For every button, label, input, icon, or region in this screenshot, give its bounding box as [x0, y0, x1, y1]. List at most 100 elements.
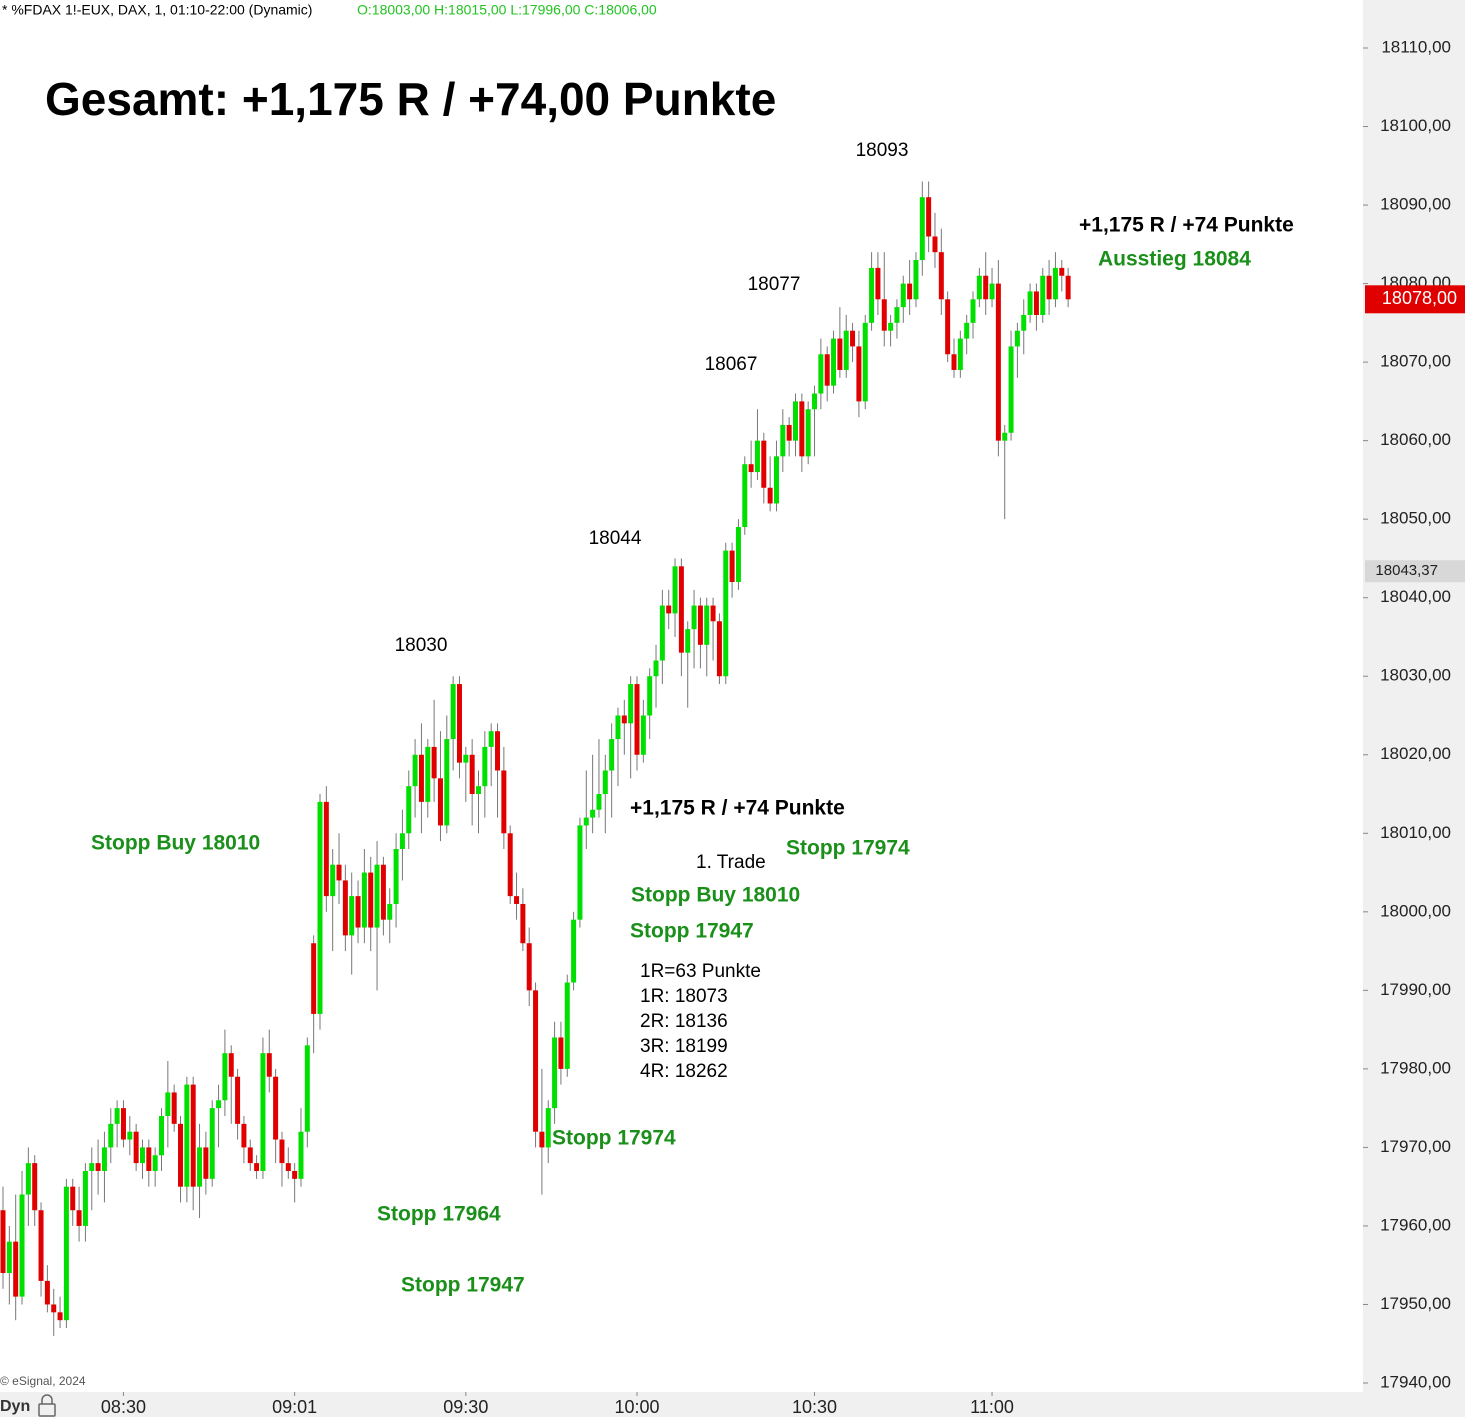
- candle-body: [222, 1053, 228, 1101]
- candle-body: [393, 849, 399, 904]
- candle-body: [938, 252, 944, 300]
- candle-body: [1065, 275, 1071, 300]
- candle-body: [685, 629, 691, 653]
- candle-body: [495, 731, 501, 771]
- annotation: 18030: [395, 635, 448, 656]
- candle-body: [178, 1123, 184, 1187]
- annotation: 18077: [748, 274, 801, 295]
- candle-body: [520, 903, 526, 944]
- candle-body: [1008, 346, 1014, 433]
- candle-body: [754, 440, 760, 473]
- candle-body: [463, 754, 469, 763]
- candle-body: [710, 605, 716, 622]
- candle-body: [450, 684, 456, 740]
- candle-body: [190, 1084, 196, 1187]
- candle-body: [564, 982, 570, 1069]
- candle-body: [514, 896, 520, 904]
- candle-body: [900, 283, 906, 308]
- candle-body: [761, 440, 767, 488]
- candle-body: [203, 1147, 209, 1179]
- candle-body: [875, 267, 881, 300]
- candle-body: [82, 1170, 88, 1226]
- price-label-box: [1365, 285, 1465, 314]
- candle-body: [89, 1163, 95, 1171]
- candle-body: [634, 684, 640, 755]
- candle-body: [577, 825, 583, 920]
- y-tick-label: 17990,00: [1380, 980, 1451, 999]
- y-tick-label: 18040,00: [1380, 587, 1451, 606]
- y-tick-label: 17970,00: [1380, 1137, 1451, 1156]
- y-tick-label: 18070,00: [1380, 352, 1451, 371]
- candle-body: [44, 1280, 50, 1305]
- candle-body: [850, 330, 856, 347]
- candle-body: [843, 330, 849, 370]
- candle-body: [501, 770, 507, 834]
- lock-icon[interactable]: [38, 1394, 56, 1417]
- candle-body: [907, 283, 913, 300]
- candle-body: [63, 1186, 69, 1321]
- candle-body: [32, 1163, 38, 1211]
- candle-body: [437, 778, 443, 826]
- candle-body: [640, 715, 646, 755]
- candle-body: [837, 338, 843, 370]
- annotation: 2R: 18136: [640, 1011, 728, 1032]
- candle-body: [285, 1163, 291, 1171]
- candle-body: [368, 872, 374, 928]
- candle-body: [590, 809, 596, 818]
- candle-body: [647, 676, 653, 716]
- candle-body: [488, 731, 494, 747]
- candle-body: [1059, 267, 1065, 276]
- y-tick-label: 18060,00: [1380, 430, 1451, 449]
- candle-body: [25, 1163, 31, 1195]
- y-tick-label: 18010,00: [1380, 823, 1451, 842]
- candle-body: [786, 424, 792, 441]
- candle-body: [856, 346, 862, 402]
- candle-body: [380, 864, 386, 920]
- candle-body: [697, 605, 703, 645]
- candle-body: [932, 236, 938, 253]
- annotation: Gesamt: +1,175 R / +74,00 Punkte: [45, 73, 776, 125]
- candle-body: [1033, 291, 1039, 315]
- y-tick-label: 18100,00: [1380, 116, 1451, 135]
- candle-body: [704, 605, 710, 645]
- candle-body: [831, 338, 837, 386]
- candle-body: [507, 833, 513, 897]
- x-tick-label: 09:01: [272, 1397, 317, 1417]
- header: * %FDAX 1!-EUX, DAX, 1, 01:10-22:00 (Dyn…: [2, 2, 312, 18]
- header-ohlc: O:18003,00 H:18015,00 L:17996,00 C:18006…: [357, 2, 657, 18]
- candle-body: [539, 1131, 545, 1148]
- candle-body: [57, 1312, 63, 1321]
- candle-body: [349, 896, 355, 936]
- candle-body: [399, 833, 405, 849]
- candle-body: [101, 1147, 107, 1171]
- candle-body: [552, 1037, 558, 1109]
- candle-body: [266, 1053, 272, 1077]
- candle-body: [1046, 275, 1052, 300]
- candle-body: [120, 1108, 126, 1140]
- candle-body: [247, 1147, 253, 1164]
- candle-body: [767, 487, 773, 504]
- annotation: 18093: [856, 140, 909, 161]
- candle-body: [824, 354, 830, 386]
- candle-body: [678, 566, 684, 653]
- candle-body: [228, 1053, 234, 1077]
- candle-body: [1027, 291, 1033, 315]
- y-tick-label: 18050,00: [1380, 509, 1451, 528]
- candle-body: [780, 424, 786, 457]
- candle-body: [260, 1053, 266, 1171]
- annotation: 4R: 18262: [640, 1061, 728, 1082]
- footer-mode[interactable]: Dyn: [0, 1398, 30, 1415]
- candle-body: [304, 1045, 310, 1132]
- candle-body: [425, 746, 431, 802]
- annotation: Stopp Buy 18010: [91, 832, 260, 855]
- candle-body: [95, 1163, 101, 1171]
- copyright: © eSignal, 2024: [0, 1374, 86, 1388]
- candle-body: [723, 550, 729, 677]
- x-tick-label: 08:30: [101, 1397, 146, 1417]
- candle-body: [970, 299, 976, 323]
- candle-body: [412, 754, 418, 787]
- candle-body: [13, 1241, 19, 1297]
- candle-body: [1021, 315, 1027, 331]
- candle-body: [76, 1210, 82, 1226]
- candle-body: [51, 1304, 57, 1313]
